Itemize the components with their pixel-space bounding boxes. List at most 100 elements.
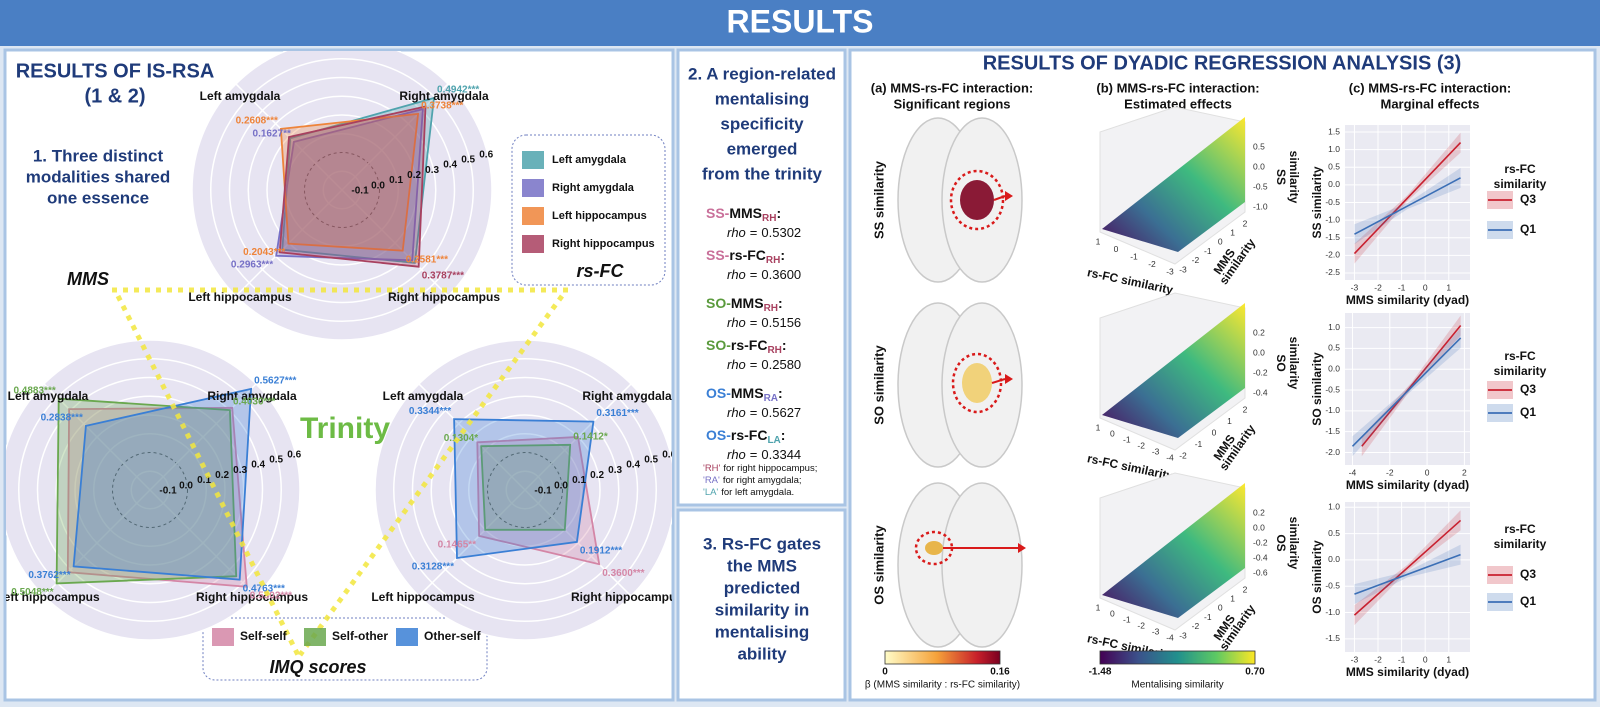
statistic: rho: [727, 225, 746, 240]
radar-tick-label: 0.1: [197, 475, 211, 486]
correlation-label: SO-MMSRH:: [706, 295, 783, 314]
z-tick-label: 0.2: [1253, 327, 1265, 337]
value-label: 0.2581***: [406, 254, 448, 265]
legend-swatch: [522, 207, 544, 225]
arrow-head: [1005, 374, 1013, 384]
surface-tick-label: -1: [1204, 246, 1212, 256]
regression-line: [1353, 142, 1462, 255]
radar-tick-label: 0.4: [626, 460, 640, 471]
x-axis-label: MMS similarity (dyad): [1346, 665, 1469, 679]
radar-axis-label: Left amygdala: [8, 389, 89, 403]
x-tick-label: 0: [1423, 654, 1428, 664]
y-tick-label: -1.5: [1325, 232, 1340, 242]
value-label: 0.4030***: [233, 397, 275, 408]
y-axis-label: SS similarity: [1310, 166, 1324, 238]
y-tick-label: -1.0: [1325, 214, 1340, 224]
measure: MMS: [729, 205, 762, 221]
equals: =: [750, 315, 758, 330]
equals: =: [750, 357, 758, 372]
value-label: 0.5302***: [250, 590, 292, 601]
z-tick-label: -0.5: [1253, 181, 1268, 191]
y-tick-label: 0.0: [1328, 363, 1340, 373]
x-axis-label: MMS similarity (dyad): [1346, 478, 1469, 492]
legend-swatch: [396, 628, 418, 646]
zero-ring: [112, 452, 188, 528]
surface: [1102, 303, 1245, 438]
arrow: [991, 378, 1006, 384]
punctuation: :: [778, 385, 783, 401]
rho-value: 0.3344: [761, 447, 801, 462]
radar-axis: [524, 489, 632, 597]
grid-ring: [6, 339, 301, 641]
radar-axis: [341, 83, 449, 191]
colorbar-label: β (MMS similarity : rs-FC similarity): [865, 680, 1020, 691]
finding-text: ability: [737, 644, 787, 663]
radar-axis-label: Right amygdala: [582, 389, 672, 403]
grid-ring: [74, 414, 226, 566]
regression-line: [1354, 177, 1461, 235]
finding-text: the MMS: [727, 556, 797, 575]
colorbar: [884, 650, 1001, 665]
value-label: 0.5048***: [11, 587, 53, 598]
y-tick-label: -1.0: [1325, 405, 1340, 415]
surface-tick-label: -4: [1166, 632, 1174, 642]
measure: rs-FC: [731, 337, 768, 353]
y-axis-label: SO similarity: [1310, 352, 1324, 426]
zero-ring: [487, 452, 563, 528]
legend-label: Right amygdala: [552, 182, 635, 194]
arrow: [993, 195, 1006, 201]
grid-ring: [374, 339, 672, 641]
region-code: RH: [764, 303, 778, 314]
z-tick-label: -0.6: [1253, 567, 1268, 577]
grid-ring: [449, 414, 601, 566]
radar-area: [281, 96, 436, 264]
correlation-value: rho = 0.3344: [727, 447, 801, 462]
surface-tick-label: 1: [1096, 602, 1101, 612]
y-tick-label: 0.5: [1328, 528, 1340, 538]
trinity-label: Trinity: [300, 412, 390, 445]
correlation-label: SS-MMSRH:: [706, 205, 781, 224]
radar-axis-label: Right amygdala: [399, 89, 489, 103]
x-tick-label: 1: [1446, 282, 1451, 292]
y-tick-label: 1.0: [1328, 144, 1340, 154]
value-label: 0.3161***: [596, 408, 638, 419]
grid-ring: [93, 433, 207, 547]
region-code: RA: [764, 393, 778, 404]
surface-tick-label: -2: [1148, 259, 1156, 269]
y-tick-label: 1.0: [1328, 502, 1340, 512]
correlation-label: SS-rs-FCRH:: [706, 247, 785, 266]
radar-tick-label: 0.3: [608, 465, 622, 476]
statistic: rho: [727, 315, 746, 330]
legend-box: [511, 134, 666, 286]
colorbar-tick-label: 0.16: [990, 667, 1010, 678]
y-tick-label: -1.5: [1325, 426, 1340, 436]
brain-region: [962, 363, 992, 403]
header-title: RESULTS: [727, 3, 874, 39]
correlation-label: SO-rs-FCRH:: [706, 337, 787, 356]
row-label: SS similarity: [871, 160, 886, 239]
x-tick-label: -3: [1351, 282, 1359, 292]
radar-axis-label: Right hippocampus: [388, 290, 500, 304]
finding-text: mentalising: [715, 89, 809, 108]
x-tick-label: 1: [1446, 654, 1451, 664]
correlation-value: rho = 0.3600: [727, 267, 801, 282]
rho-value: 0.3600: [761, 267, 801, 282]
panel: [676, 508, 847, 702]
value-label: 0.2608***: [236, 116, 278, 127]
region-code: RH: [767, 345, 781, 356]
legend-label: Right hippocampus: [552, 238, 655, 250]
legend-label: Q1: [1520, 594, 1536, 608]
legend-title: rs-FC: [1504, 522, 1536, 536]
z-tick-label: 0.5: [1253, 141, 1265, 151]
surface-tick-label: -1: [1195, 439, 1203, 449]
z-tick-label: 0.0: [1253, 347, 1265, 357]
radar-tick-label: 0.0: [554, 480, 568, 491]
region-code: RH: [762, 213, 776, 224]
radar-axis-label: Right amygdala: [207, 389, 297, 403]
z-axis-label: similarity: [1287, 337, 1301, 390]
y-tick-label: 0.5: [1328, 343, 1340, 353]
y-tick-label: 0.0: [1328, 554, 1340, 564]
region-code: LA: [767, 435, 780, 446]
